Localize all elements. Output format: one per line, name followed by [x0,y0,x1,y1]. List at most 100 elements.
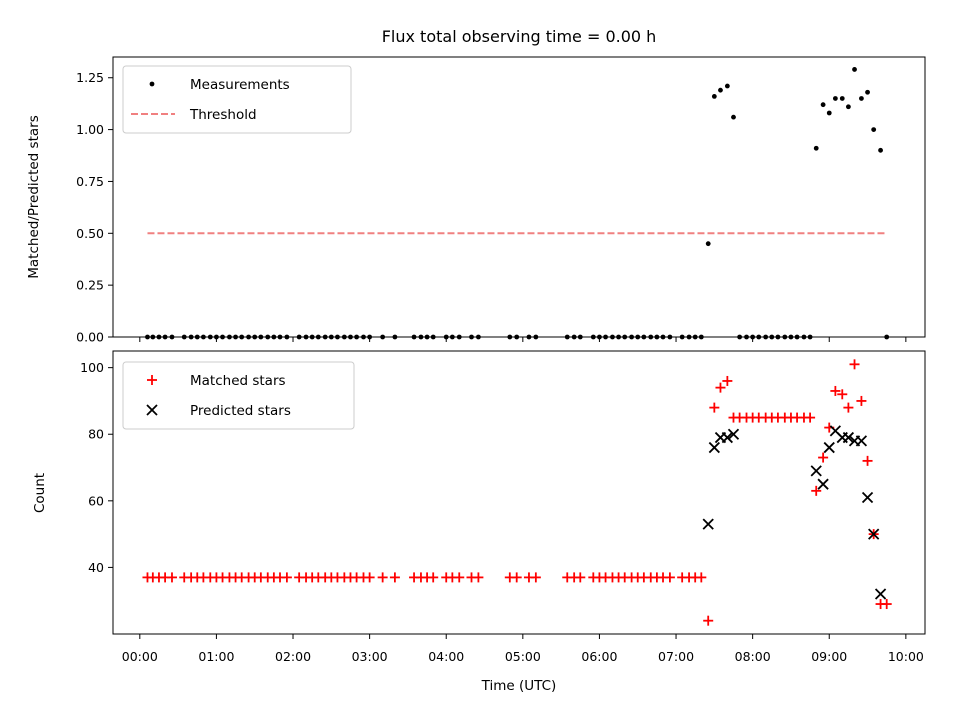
legend-matched-label: Matched stars [190,373,286,389]
predicted-star-point [817,478,829,490]
measurement-point [845,104,851,110]
matched-star-point [428,572,439,583]
measurement-point [826,110,832,116]
legend-measurements-label: Measurements [190,77,290,93]
predicted-star-point [868,528,880,540]
top-y-tick-label: 0.25 [76,278,104,293]
top-y-ticks: 0.00 0.25 0.50 0.75 1.00 1.25 [76,70,113,345]
predicted-star-point [727,428,740,440]
matched-star-point [722,375,733,386]
matched-star-point [837,389,848,400]
measurement-point [813,145,819,151]
bottom-x-tick-label: 08:00 [735,649,771,664]
legend-predicted-marker [146,404,158,416]
matched-star-point [849,359,860,370]
matched-star-point [805,412,816,423]
measurement-point [832,96,838,101]
predicted-star-point [708,441,720,454]
top-y-tick-label: 0.75 [76,174,104,189]
measurement-point [878,147,883,153]
predicted-star-point [855,435,868,447]
matched-star-point [473,572,484,583]
matched-star-point [881,599,892,610]
top-plot-frame [112,56,926,338]
bottom-y-tick-label: 80 [88,427,104,442]
bottom-y-tick-label: 100 [80,360,104,375]
bottom-x-axis-label: Time (UTC) [481,678,557,694]
measurement-point [724,83,730,89]
measurement-point [865,89,870,95]
matched-star-point [377,572,388,583]
bottom-x-ticks: 00:00 01:00 02:00 03:00 04:00 05:00 06:00 07:00… [122,634,924,664]
matched-star-point [166,572,177,583]
matched-star-point [364,572,375,583]
bottom-x-tick-label: 04:00 [428,649,464,664]
top-panel: 0.00 0.25 0.50 0.75 1.00 1.25 Flux total obse… [26,27,926,345]
top-y-tick-label: 1.25 [76,70,104,85]
top-legend: Measurements Threshold [122,65,352,134]
matched-star-point [664,572,675,583]
bottom-y-ticks: 40 60 80 100 [80,360,113,575]
predicted-star-point [810,465,822,477]
bottom-y-tick-label: 60 [88,493,104,508]
bottom-x-tick-label: 05:00 [505,649,541,664]
legend-predicted-label: Predicted stars [190,403,291,419]
top-y-tick-label: 0.50 [76,226,104,241]
matched-star-point [696,572,707,583]
bottom-x-tick-label: 10:00 [888,649,924,664]
measurement-point [859,96,864,101]
bottom-legend: Matched stars Predicted stars [122,361,355,430]
bottom-y-axis-label: Count [32,473,48,513]
bottom-x-tick-label: 06:00 [581,649,617,664]
measurement-point [852,67,857,72]
matched-star-point [862,455,873,466]
measurement-point [718,87,723,93]
bottom-x-tick-label: 00:00 [122,649,158,664]
matched-star-point [811,485,822,496]
measurement-point [731,114,736,120]
bottom-x-tick-label: 07:00 [658,649,694,664]
bottom-panel: 00:00 01:00 02:00 03:00 04:00 05:00 06:00 07:00… [32,350,926,694]
measurement-point [871,127,877,132]
matched-star-point [818,452,829,463]
legend-measurements-marker [149,81,155,87]
matched-star-point [843,402,854,413]
measurement-point [820,102,826,108]
top-chart-title: Flux total observing time = 0.00 h [382,27,657,46]
matched-star-point [281,572,292,583]
matched-star-point [389,572,400,583]
legend-threshold-label: Threshold [189,107,257,123]
legend-matched-marker [147,375,157,385]
bottom-plot-frame [112,350,926,635]
matched-star-point [830,385,841,396]
bottom-marks [142,359,892,626]
predicted-star-point [874,588,887,600]
measurement-point [711,94,717,99]
bottom-x-tick-label: 01:00 [198,649,234,664]
matched-star-point [856,395,867,406]
bottom-x-tick-label: 02:00 [275,649,311,664]
matched-star-point [511,572,522,583]
measurement-point [839,96,845,101]
predicted-star-point [842,431,855,444]
predicted-star-point [861,491,874,504]
matched-star-point [575,572,586,583]
matched-star-point [454,572,465,583]
bottom-y-tick-label: 40 [88,560,104,575]
predicted-star-point [702,518,714,530]
matched-star-point [703,615,714,626]
matched-star-point [709,402,720,413]
top-y-tick-label: 0.00 [76,330,104,345]
measurement-point [705,241,711,247]
matched-star-point [715,382,726,393]
top-x-ticks [139,337,907,342]
top-legend-frame [122,65,352,134]
bottom-x-tick-label: 03:00 [352,649,388,664]
matched-star-point [530,572,541,583]
predicted-star-point [823,441,835,454]
top-y-axis-label: Matched/Predicted stars [26,115,42,278]
top-y-tick-label: 1.00 [76,122,104,137]
bottom-legend-frame [122,361,355,430]
bottom-x-tick-label: 09:00 [811,649,847,664]
